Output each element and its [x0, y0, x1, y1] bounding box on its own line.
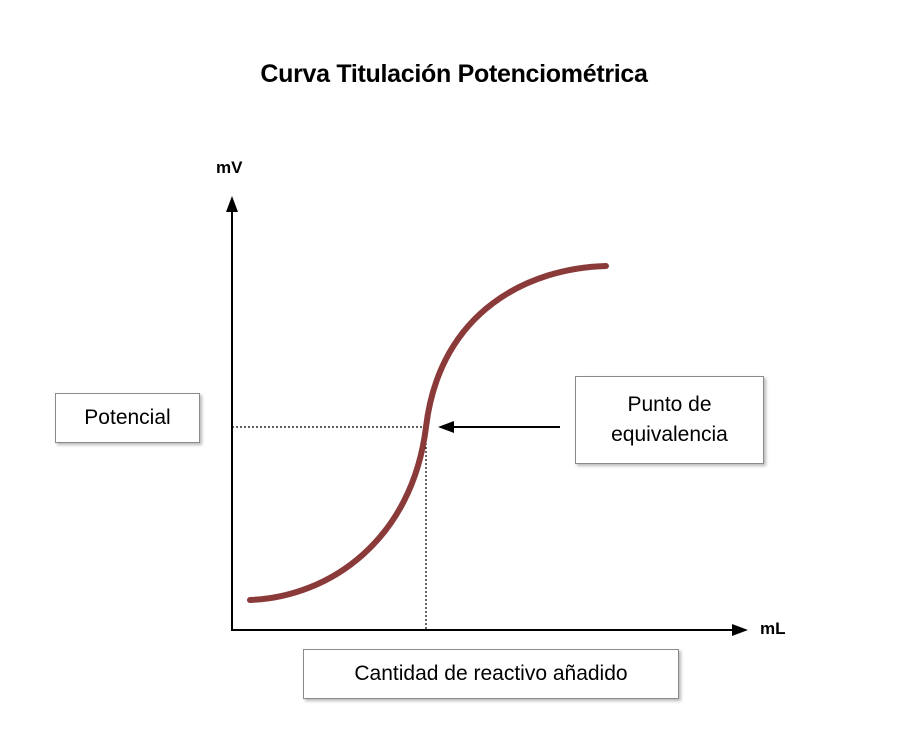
reagent-amount-label: Cantidad de reactivo añadido: [354, 662, 628, 685]
potential-label: Potencial: [84, 406, 171, 429]
titration-curve: [247, 263, 609, 603]
potential-label-box: Potencial: [55, 393, 200, 443]
y-axis-label: mV: [216, 158, 243, 177]
x-axis-arrow-icon: [732, 624, 748, 636]
arrow-left-icon: [438, 421, 454, 433]
y-axis-arrow-icon: [226, 196, 238, 212]
reagent-amount-box: Cantidad de reactivo añadido: [303, 649, 679, 699]
equivalence-point-box: Punto de equivalencia: [575, 376, 764, 464]
x-axis-label: mL: [760, 619, 786, 638]
equivalence-point-label: Punto de equivalencia: [611, 393, 728, 446]
diagram-title: Curva Titulación Potenciométrica: [260, 60, 648, 88]
